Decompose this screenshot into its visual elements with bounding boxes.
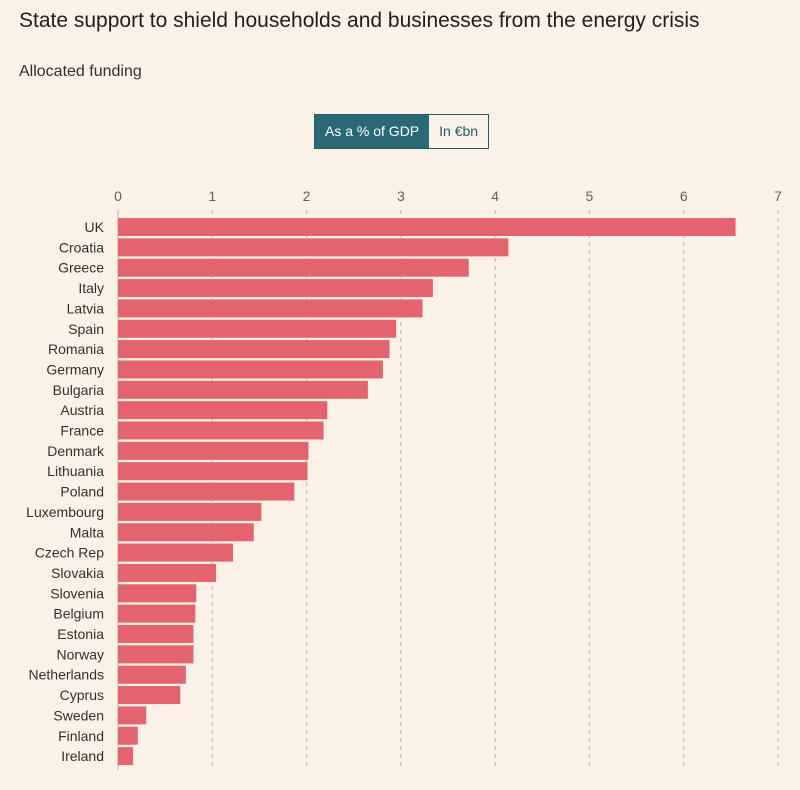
category-label: Denmark [47,443,105,459]
bar-sweden[interactable] [118,706,147,725]
bar-finland[interactable] [118,726,138,745]
category-label: Bulgaria [53,382,105,398]
bar-estonia[interactable] [118,625,194,643]
bar-slovenia[interactable] [118,584,197,603]
category-label: Czech Rep [35,545,104,561]
category-label: Luxembourg [26,504,104,520]
bar-cyprus[interactable] [118,686,181,705]
category-label: Cyprus [60,687,104,703]
x-axis-ticks: 0 1 2 3 4 5 6 7 [114,188,782,204]
category-labels: UK Croatia Greece Italy Latvia Spain Romania Ge… [26,219,105,764]
category-label: Germany [46,361,104,377]
bar-netherlands[interactable] [118,665,186,684]
category-label: Croatia [59,239,104,255]
category-label: Greece [58,260,104,276]
bar-malta[interactable] [118,523,254,542]
x-tick-label: 1 [208,188,216,204]
category-label: UK [85,219,105,235]
category-label: Latvia [67,300,105,316]
x-tick-label: 3 [397,188,405,204]
category-label: Estonia [57,626,104,642]
category-label: Ireland [61,748,104,764]
unit-toggle: As a % of GDP In €bn [314,114,490,149]
bar-croatia[interactable] [118,238,509,257]
category-label: Belgium [53,606,104,622]
bar-latvia[interactable] [118,299,423,318]
bar-spain[interactable] [118,319,397,338]
bar-germany[interactable] [118,360,383,379]
category-label: Netherlands [29,667,105,683]
bar-czech-rep[interactable] [118,543,234,562]
category-label: Finland [58,728,104,744]
toggle-eur-button[interactable]: In €bn [429,115,489,148]
category-label: Sweden [53,707,104,723]
bar-uk[interactable] [118,218,736,236]
category-label: Austria [60,402,104,418]
category-label: Norway [57,646,104,662]
x-tick-label: 5 [586,188,594,204]
bar-belgium[interactable] [118,604,196,623]
chart-title: State support to shield households and b… [19,9,700,32]
category-label: Poland [60,484,104,500]
x-tick-label: 6 [680,188,688,204]
category-label: Italy [78,280,104,296]
bars [118,218,736,766]
x-tick-label: 0 [114,188,122,204]
bar-lithuania[interactable] [118,462,308,481]
category-label: Slovakia [51,565,104,581]
bar-romania[interactable] [118,340,390,359]
bar-poland[interactable] [118,482,295,501]
category-label: Lithuania [47,463,104,479]
x-tick-label: 2 [303,188,311,204]
category-label: Slovenia [50,585,104,601]
bar-ireland[interactable] [118,747,134,766]
bar-denmark[interactable] [118,441,309,460]
chart-subtitle: Allocated funding [19,63,142,80]
category-label: Malta [70,524,104,540]
bar-france[interactable] [118,421,324,440]
bar-bulgaria[interactable] [118,380,368,399]
bar-italy[interactable] [118,279,433,298]
toggle-gdp-button[interactable]: As a % of GDP [315,115,430,148]
category-label: Romania [48,341,104,357]
bar-greece[interactable] [118,258,469,277]
bar-austria[interactable] [118,401,328,420]
bar-luxembourg[interactable] [118,502,262,521]
x-tick-label: 4 [491,188,499,204]
bar-norway[interactable] [118,645,194,664]
x-tick-label: 7 [774,188,782,204]
category-label: France [60,423,104,439]
bar-slovakia[interactable] [118,563,217,582]
category-label: Spain [68,321,104,337]
